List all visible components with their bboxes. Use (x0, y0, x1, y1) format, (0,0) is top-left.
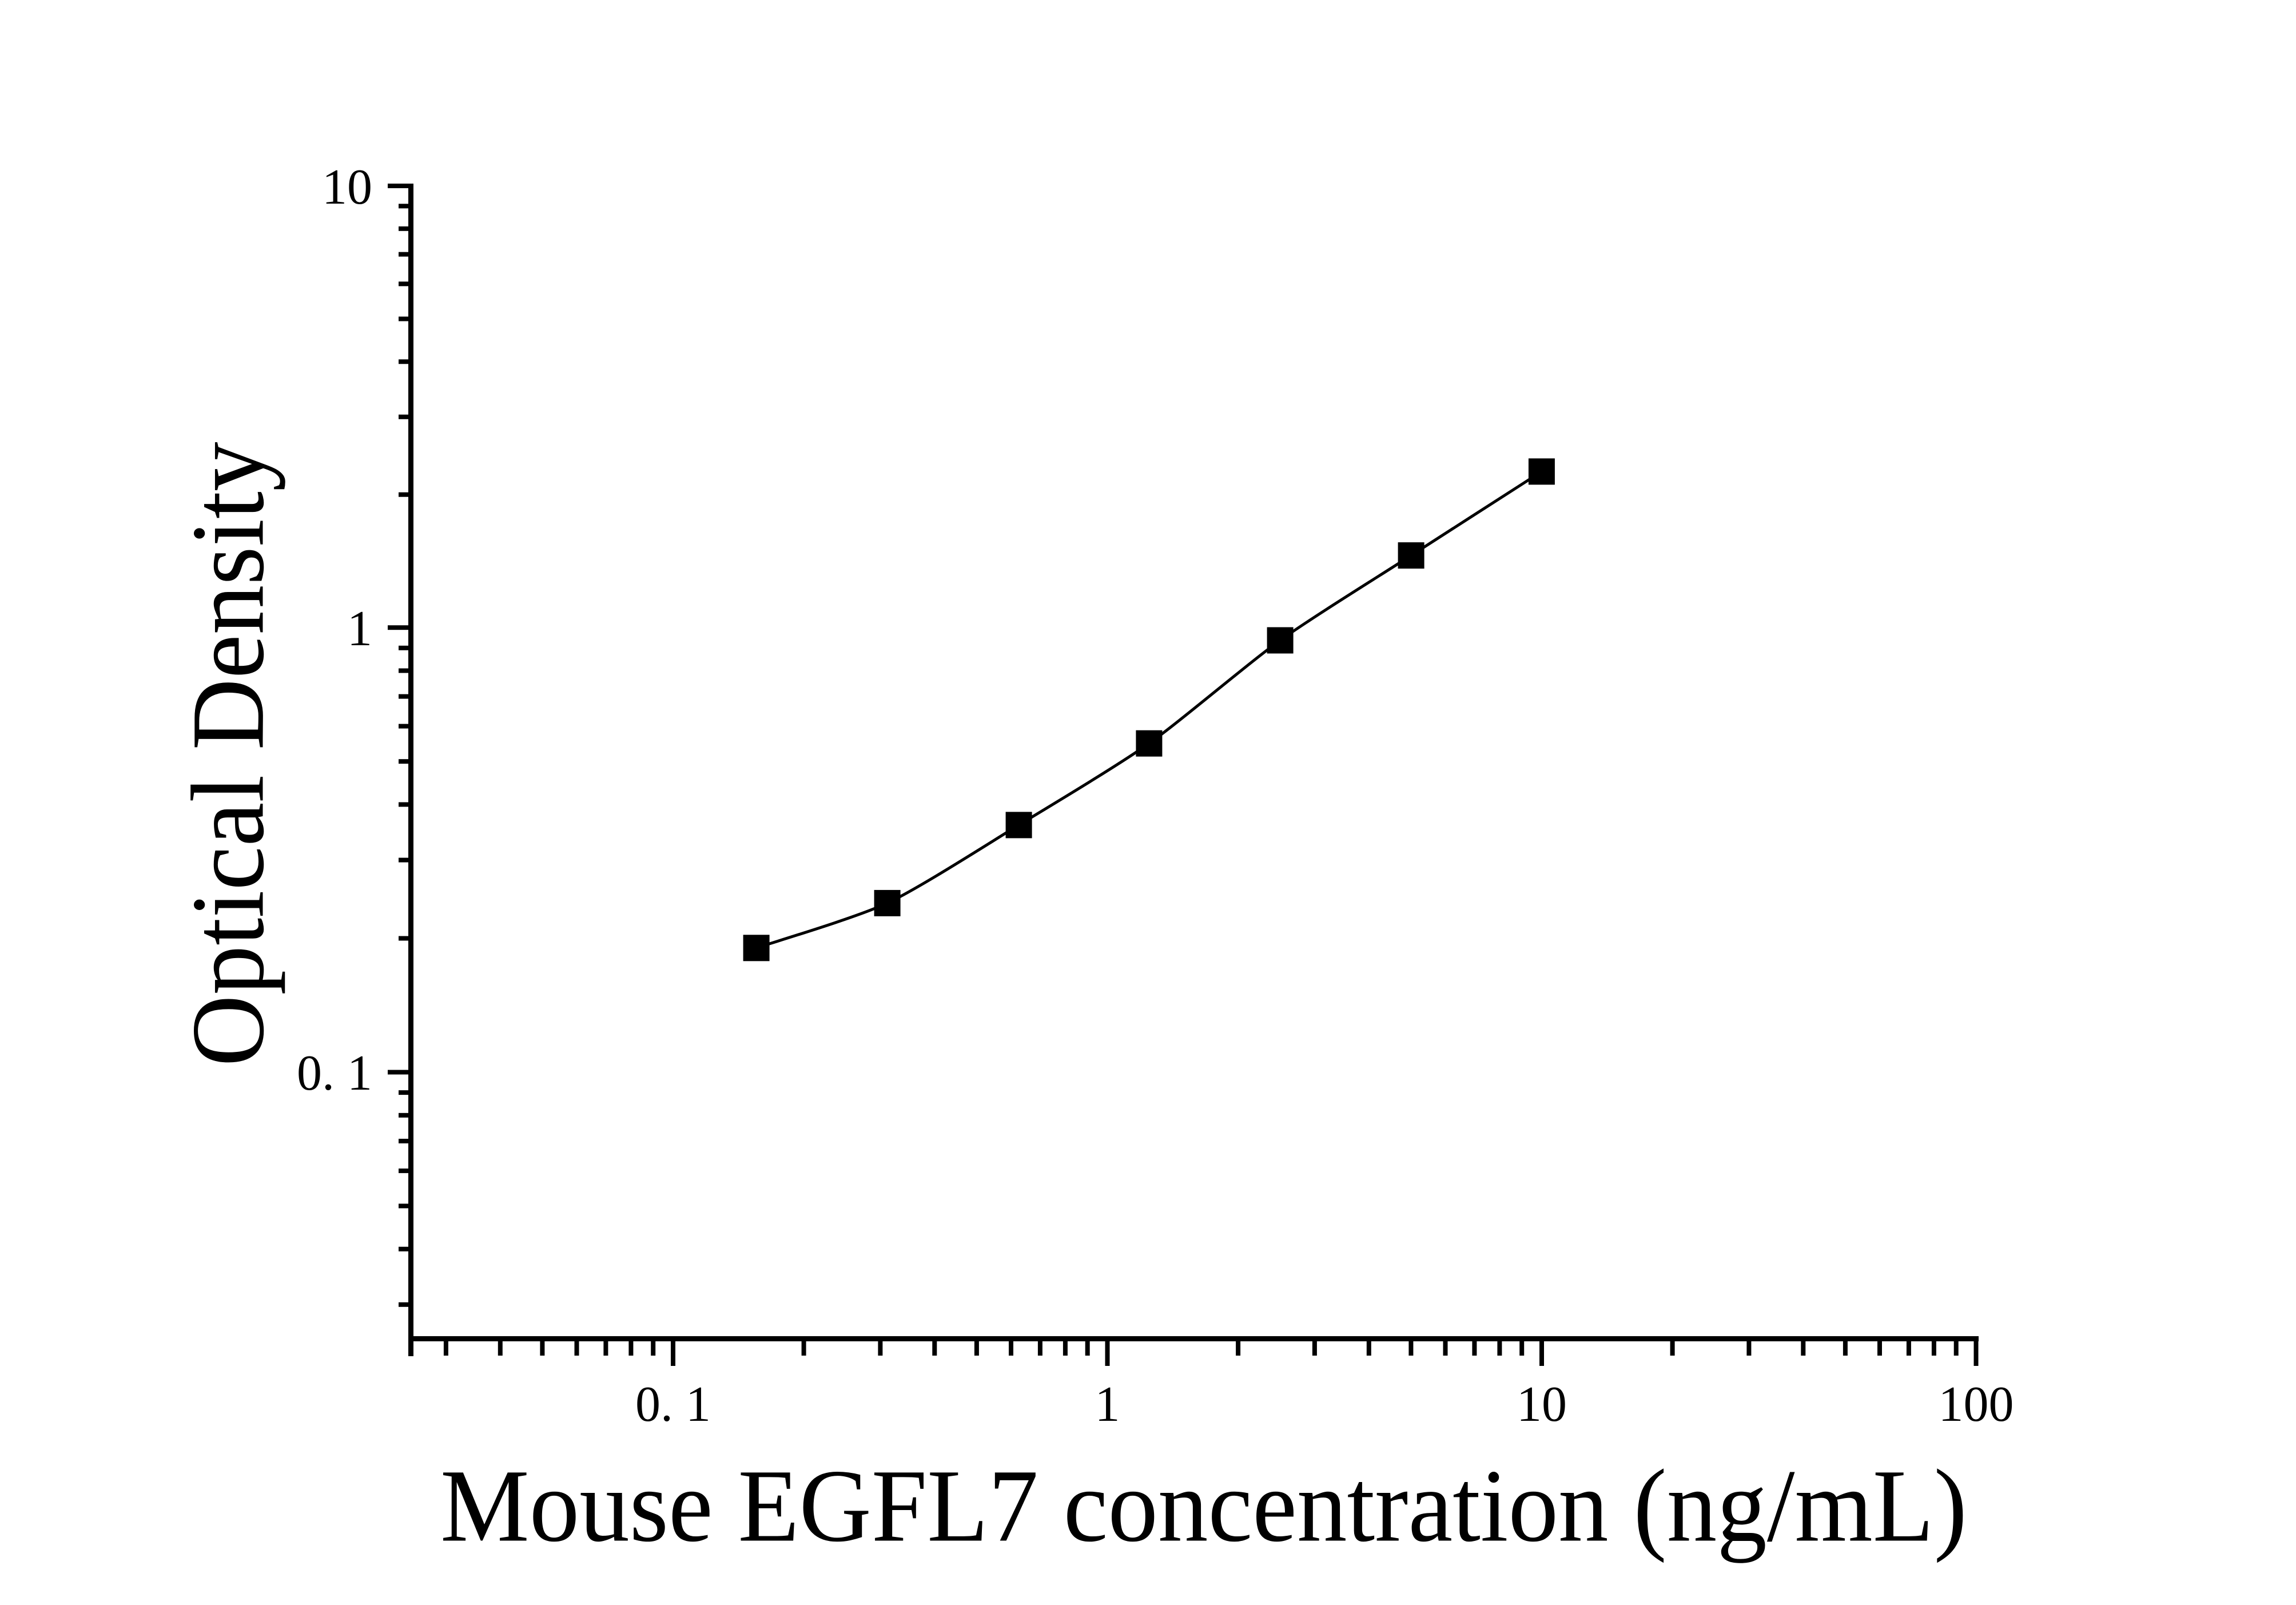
svg-text:10: 10 (1517, 1377, 1567, 1432)
svg-text:0. 1: 0. 1 (297, 1046, 372, 1101)
svg-text:Optical Density: Optical Density (171, 442, 286, 1067)
svg-text:1: 1 (1095, 1377, 1120, 1432)
svg-text:10: 10 (322, 160, 372, 215)
svg-text:0. 1: 0. 1 (635, 1377, 711, 1432)
svg-text:1: 1 (347, 601, 372, 657)
svg-text:Mouse EGFL7 concentration (ng/: Mouse EGFL7 concentration (ng/mL) (440, 1449, 1967, 1564)
svg-text:100: 100 (1939, 1377, 2014, 1432)
